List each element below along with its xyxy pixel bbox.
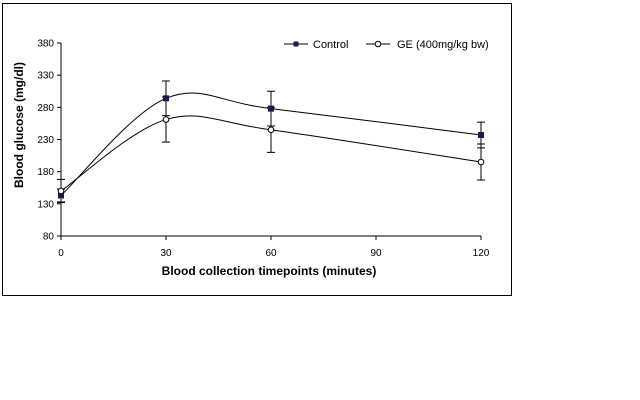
- control-series-line: [60, 92, 482, 196]
- ge-series-line: [60, 115, 482, 192]
- control-data-point: [478, 131, 484, 138]
- ge-legend-marker: [374, 40, 382, 48]
- y-axis-title: Blood glucose (mg/dl): [12, 62, 26, 188]
- curves: [60, 92, 482, 196]
- y-tick-label: 380: [37, 39, 54, 50]
- y-tick-label: 130: [37, 199, 54, 210]
- ge-data-point: [162, 116, 170, 123]
- x-tick-label: 60: [265, 248, 277, 259]
- tick-labels: 80 130 180 230 280 330 380 0 30 60 90 120: [37, 39, 489, 260]
- control-data-point: [268, 105, 274, 112]
- control-legend-marker: [293, 41, 299, 47]
- markers: [57, 95, 485, 199]
- x-tick-label: 120: [473, 248, 490, 259]
- y-tick-label: 280: [37, 103, 54, 114]
- ge-data-point: [57, 187, 65, 195]
- y-tick-label: 230: [37, 135, 54, 146]
- ge-data-point: [267, 126, 275, 134]
- y-tick-label: 80: [43, 232, 55, 243]
- ge-legend-label: GE (400mg/kg bw): [397, 39, 489, 51]
- control-data-point: [163, 95, 169, 102]
- x-tick-label: 0: [58, 248, 64, 259]
- x-tick-label: 30: [160, 248, 172, 259]
- chart-frame: [2, 3, 512, 296]
- axes: [57, 42, 482, 240]
- error-bars: [57, 80, 485, 204]
- x-axis-title: Blood collection timepoints (minutes): [162, 264, 377, 278]
- ge-data-point: [477, 158, 485, 166]
- x-tick-label: 90: [370, 248, 382, 259]
- legend: Control GE (400mg/kg bw): [284, 39, 489, 51]
- control-legend-label: Control: [313, 39, 348, 51]
- y-tick-label: 330: [37, 71, 54, 82]
- y-tick-label: 180: [37, 167, 54, 178]
